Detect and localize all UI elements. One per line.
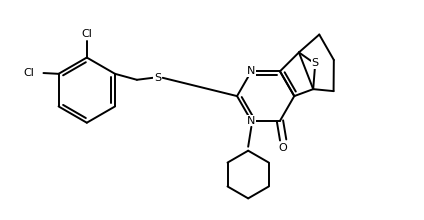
Text: O: O <box>279 143 287 153</box>
Text: S: S <box>154 73 161 83</box>
Text: N: N <box>247 116 256 126</box>
Text: Cl: Cl <box>24 68 35 78</box>
Text: Cl: Cl <box>81 29 92 39</box>
Text: S: S <box>312 58 319 68</box>
Text: N: N <box>247 66 256 76</box>
